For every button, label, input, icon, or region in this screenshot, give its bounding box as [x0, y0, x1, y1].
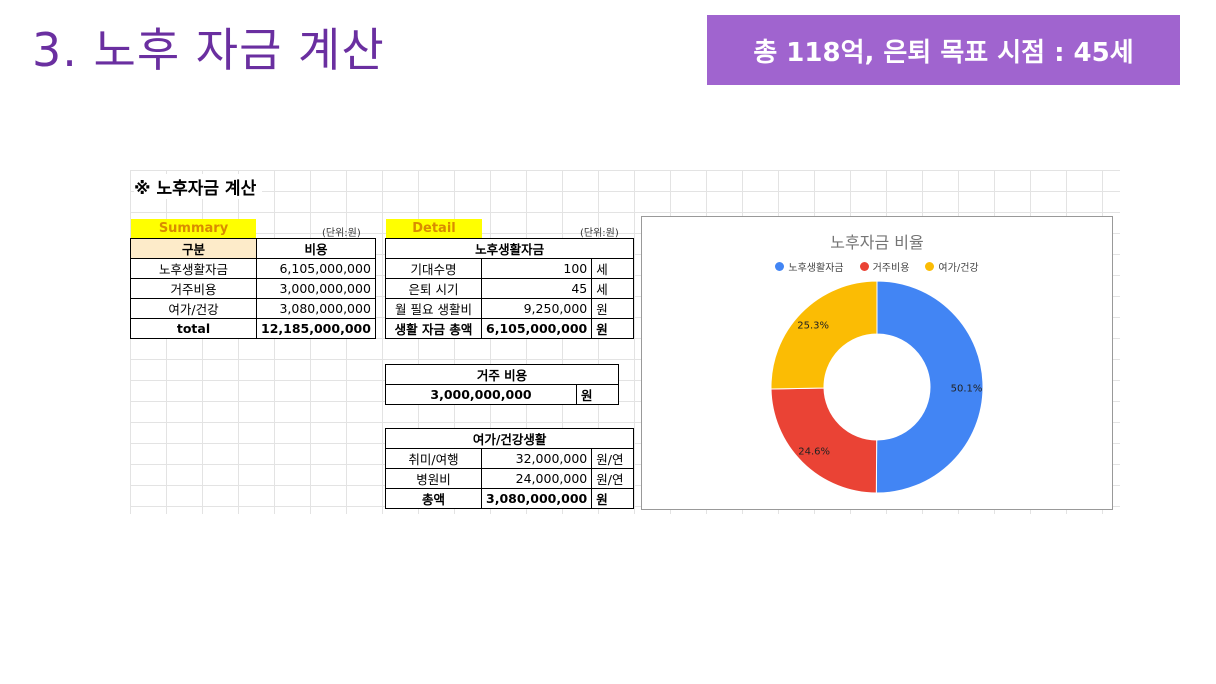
table-row: 거주비용 3,000,000,000 — [130, 278, 376, 299]
summary-label: Summary — [131, 219, 256, 238]
legend-label: 노후생활자금 — [788, 263, 844, 274]
detail-unit: (단위:원) — [580, 228, 619, 239]
table-cell[interactable]: 9,250,000 — [480, 298, 593, 319]
table-cell[interactable]: 원 — [591, 298, 635, 319]
summary-table: 구분 비용 노후생활자금 6,105,000,000 거주비용 3,000,000,… — [130, 238, 376, 339]
chart-legend: 노후생활자금 거주비용 여가/건강 — [642, 259, 1112, 274]
table-cell[interactable]: 병원비 — [385, 468, 482, 489]
living-cost-table: 노후생활자금 기대수명 100 세 은퇴 시기 45 세 월 필요 생활비 9,250,0… — [384, 238, 635, 339]
table-cell[interactable]: 45 — [480, 278, 593, 299]
sheet-title: ※ 노후자금 계산 — [134, 174, 263, 199]
donut-chart[interactable]: 노후자금 비율 노후생활자금 거주비용 여가/건강 50.1% 24.6% 25.3% — [641, 216, 1113, 510]
table-cell[interactable]: 세 — [591, 258, 635, 279]
donut-svg: 50.1% 24.6% 25.3% — [770, 280, 984, 494]
leisure-health-table: 여가/건강생활 취미/여행 32,000,000 원/연 병원비 24,000,000… — [384, 428, 635, 509]
table-row: 3,000,000,000 원 — [385, 384, 619, 405]
table-row: 총액 3,080,000,000 원 — [385, 488, 635, 509]
table-cell[interactable]: 취미/여행 — [385, 448, 482, 469]
legend-item[interactable]: 여가/건강 — [925, 259, 979, 274]
table-cell[interactable]: 32,000,000 — [480, 448, 593, 469]
table-row: 월 필요 생활비 9,250,000 원 — [385, 298, 635, 319]
slice-label: 25.3% — [797, 320, 829, 331]
table-cell[interactable]: 6,105,000,000 — [480, 318, 593, 339]
table-row: 거주 비용 — [385, 364, 619, 385]
table-cell[interactable]: 노후생활자금 — [130, 258, 257, 279]
table-header: 비용 — [256, 238, 376, 259]
table-row: 은퇴 시기 45 세 — [385, 278, 635, 299]
legend-item[interactable]: 노후생활자금 — [775, 259, 844, 274]
table-cell[interactable]: 6,105,000,000 — [256, 258, 376, 279]
table-row: 생활 자금 총액 6,105,000,000 원 — [385, 318, 635, 339]
table-header: 구분 — [130, 238, 257, 259]
legend-swatch — [859, 262, 869, 271]
table-cell[interactable]: 생활 자금 총액 — [385, 318, 482, 339]
table-cell[interactable]: 원/연 — [591, 448, 635, 469]
table-row: 구분 비용 — [130, 238, 376, 259]
summary-badge: 총 118억, 은퇴 목표 시점 : 45세 — [707, 15, 1180, 85]
table-cell[interactable]: 3,000,000,000 — [385, 384, 577, 405]
donut-slice[interactable] — [770, 280, 878, 390]
slide-title: 3. 노후 자금 계산 — [32, 23, 385, 77]
legend-label: 여가/건강 — [938, 263, 979, 274]
table-row: 노후생활자금 6,105,000,000 — [130, 258, 376, 279]
table-cell[interactable]: 월 필요 생활비 — [385, 298, 482, 319]
table-row: 기대수명 100 세 — [385, 258, 635, 279]
table-row: 병원비 24,000,000 원/연 — [385, 468, 635, 489]
legend-label: 거주비용 — [872, 263, 910, 274]
table-cell[interactable]: 원 — [591, 318, 635, 339]
table-cell[interactable]: total — [130, 318, 257, 339]
table-row: total 12,185,000,000 — [130, 318, 376, 339]
table-row: 노후생활자금 — [384, 238, 635, 259]
table-cell[interactable]: 3,000,000,000 — [256, 278, 376, 299]
table-header: 여가/건강생활 — [384, 428, 635, 449]
slice-label: 50.1% — [951, 383, 983, 394]
table-cell[interactable]: 원 — [591, 488, 635, 509]
table-cell[interactable]: 은퇴 시기 — [385, 278, 482, 299]
summary-unit: (단위:원) — [322, 228, 361, 239]
table-cell[interactable]: 3,080,000,000 — [256, 298, 376, 319]
donut-slice[interactable] — [875, 280, 984, 494]
chart-title: 노후자금 비율 — [830, 233, 924, 252]
table-cell[interactable]: 거주비용 — [130, 278, 257, 299]
table-row: 여가/건강생활 — [384, 428, 635, 449]
table-cell[interactable]: 총액 — [385, 488, 482, 509]
table-header: 거주 비용 — [385, 364, 619, 385]
table-cell[interactable]: 세 — [591, 278, 635, 299]
table-cell[interactable]: 100 — [480, 258, 593, 279]
table-cell[interactable]: 여가/건강 — [130, 298, 257, 319]
table-cell[interactable]: 기대수명 — [385, 258, 482, 279]
table-cell[interactable]: 24,000,000 — [480, 468, 593, 489]
legend-swatch — [925, 262, 935, 271]
table-row: 취미/여행 32,000,000 원/연 — [385, 448, 635, 469]
slice-label: 24.6% — [798, 447, 830, 458]
table-cell[interactable]: 3,080,000,000 — [480, 488, 593, 509]
table-cell[interactable]: 원/연 — [591, 468, 635, 489]
legend-swatch — [775, 262, 785, 271]
table-header: 노후생활자금 — [384, 238, 635, 259]
housing-cost-table: 거주 비용 3,000,000,000 원 — [385, 364, 619, 405]
donut-slice[interactable] — [770, 387, 878, 494]
detail-label: Detail — [386, 219, 482, 238]
legend-item[interactable]: 거주비용 — [859, 259, 910, 274]
table-row: 여가/건강 3,080,000,000 — [130, 298, 376, 319]
table-cell[interactable]: 12,185,000,000 — [256, 318, 376, 339]
table-cell[interactable]: 원 — [576, 384, 619, 405]
